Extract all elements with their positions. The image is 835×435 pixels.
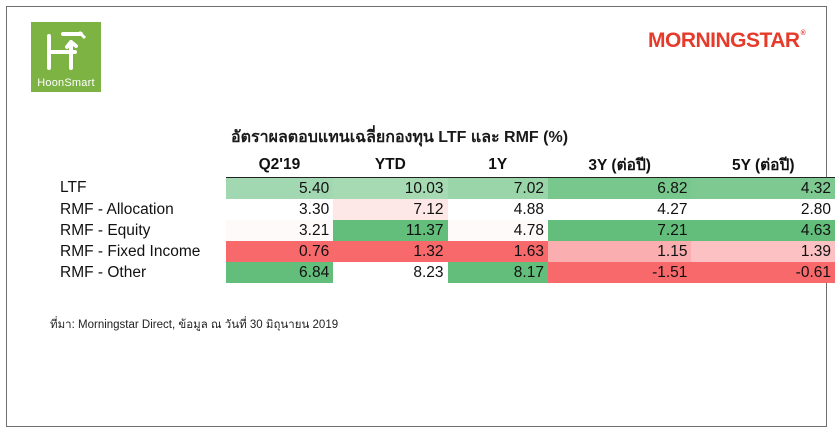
table-row: LTF 5.40 10.03 7.02 6.82 4.32 bbox=[50, 177, 835, 199]
column-header: 1Y bbox=[447, 152, 548, 178]
value-cell: 1.39 bbox=[691, 241, 835, 262]
value-cell: 11.37 bbox=[333, 220, 448, 241]
value-cell: -0.61 bbox=[691, 262, 835, 283]
value-cell: 7.21 bbox=[547, 220, 692, 241]
value-cell: 2.80 bbox=[691, 199, 835, 220]
value-cell: 5.40 bbox=[225, 177, 334, 199]
table-row: RMF - Allocation 3.30 7.12 4.88 4.27 2.80 bbox=[50, 199, 835, 220]
row-label: LTF bbox=[60, 179, 87, 197]
table-title: อัตราผลตอบแทนเฉลี่ยกองทุน LTF และ RMF (%… bbox=[231, 129, 569, 146]
row-label: RMF - Equity bbox=[60, 221, 151, 239]
table-row: RMF - Fixed Income 0.76 1.32 1.63 1.15 1.39 bbox=[50, 241, 835, 262]
registered-mark: ® bbox=[800, 30, 806, 37]
value-cell: 8.23 bbox=[333, 262, 448, 283]
column-header: Q2'19 bbox=[225, 152, 334, 178]
value-cell: 4.27 bbox=[547, 199, 692, 220]
value-cell: 7.12 bbox=[333, 199, 448, 220]
table-row: RMF - Equity 3.21 11.37 4.78 7.21 4.63 bbox=[50, 220, 835, 241]
table-row: RMF - Other 6.84 8.23 8.17 -1.51 -0.61 bbox=[50, 262, 835, 283]
value-cell: 4.32 bbox=[691, 177, 835, 199]
morningstar-logo: MORNINGSTAR ® bbox=[648, 28, 806, 54]
value-cell: 8.17 bbox=[447, 262, 548, 283]
row-label: RMF - Other bbox=[60, 263, 147, 281]
column-header: YTD bbox=[333, 152, 448, 178]
value-cell: -1.51 bbox=[547, 262, 692, 283]
value-cell: 4.88 bbox=[447, 199, 548, 220]
value-cell: 1.32 bbox=[333, 241, 448, 262]
value-cell: 6.82 bbox=[547, 177, 692, 199]
returns-table: Q2'19 YTD 1Y 3Y (ต่อปี) 5Y (ต่อปี) LTF 5.… bbox=[50, 152, 835, 283]
value-cell: 10.03 bbox=[333, 177, 448, 199]
column-header: 3Y (ต่อปี) bbox=[547, 152, 692, 178]
value-cell: 3.21 bbox=[225, 220, 334, 241]
header-row: Q2'19 YTD 1Y 3Y (ต่อปี) 5Y (ต่อปี) bbox=[50, 152, 835, 178]
value-cell: 7.02 bbox=[447, 177, 548, 199]
hoonsmart-logo-icon bbox=[47, 30, 87, 70]
value-cell: 6.84 bbox=[225, 262, 334, 283]
column-header: 5Y (ต่อปี) bbox=[691, 152, 835, 178]
morningstar-logo-text: MORNINGSTAR bbox=[648, 29, 800, 52]
value-cell: 1.63 bbox=[447, 241, 548, 262]
value-cell: 4.78 bbox=[447, 220, 548, 241]
value-cell: 3.30 bbox=[225, 199, 334, 220]
source-note: ที่มา: Morningstar Direct, ข้อมูล ณ วันท… bbox=[50, 319, 339, 331]
value-cell: 0.76 bbox=[225, 241, 334, 262]
table-body: LTF 5.40 10.03 7.02 6.82 4.32 RMF - Allocation… bbox=[50, 177, 835, 283]
hoonsmart-logo-text: HoonSmart bbox=[37, 77, 95, 89]
row-label: RMF - Fixed Income bbox=[60, 242, 201, 260]
row-label: RMF - Allocation bbox=[60, 200, 174, 218]
hoonsmart-logo: HoonSmart bbox=[31, 22, 101, 92]
header-corner bbox=[50, 152, 226, 178]
value-cell: 1.15 bbox=[547, 241, 692, 262]
value-cell: 4.63 bbox=[691, 220, 835, 241]
